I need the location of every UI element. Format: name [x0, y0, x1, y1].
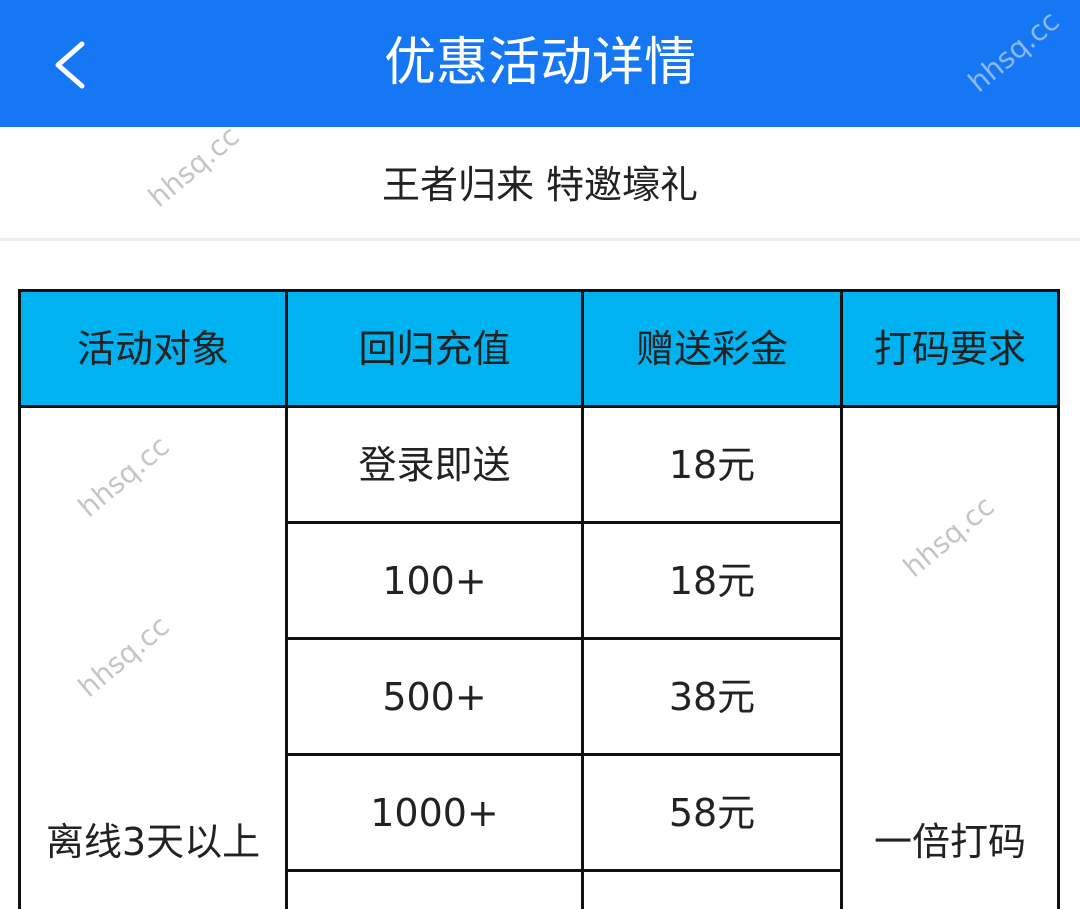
- table-row-bonus: 38元: [668, 675, 756, 719]
- table-row-recharge: 登录即送: [358, 443, 511, 487]
- page-title: 优惠活动详情: [383, 33, 696, 93]
- wagering-cell: 一倍打码: [873, 820, 1026, 864]
- table-row-recharge: 1000+: [370, 791, 499, 835]
- table-header: [21, 292, 1057, 406]
- table-row-bonus: 18元: [668, 559, 756, 603]
- target-cell: 离线3天以上: [45, 820, 261, 864]
- table-row-bonus: 18元: [668, 443, 756, 487]
- divider: [0, 238, 1080, 241]
- column-header-target: 活动对象: [76, 327, 229, 371]
- column-header-recharge: 回归充值: [358, 327, 511, 371]
- chevron-left-icon[interactable]: [48, 40, 92, 90]
- column-header-bonus: 赠送彩金: [635, 327, 788, 371]
- column-header-wagering: 打码要求: [873, 327, 1026, 371]
- table-row-recharge: 100+: [382, 559, 487, 603]
- table-row-recharge: 500+: [382, 675, 487, 719]
- top-bar: 优惠活动详情 hhsq.cc: [0, 0, 1080, 127]
- table-row-bonus: 58元: [668, 791, 756, 835]
- promotion-table: 活动对象 回归充值 赠送彩金 打码要求 登录即送 18元 100+ 18元 50…: [18, 289, 1060, 909]
- activity-subtitle: 王者归来 特邀壕礼: [381, 163, 699, 207]
